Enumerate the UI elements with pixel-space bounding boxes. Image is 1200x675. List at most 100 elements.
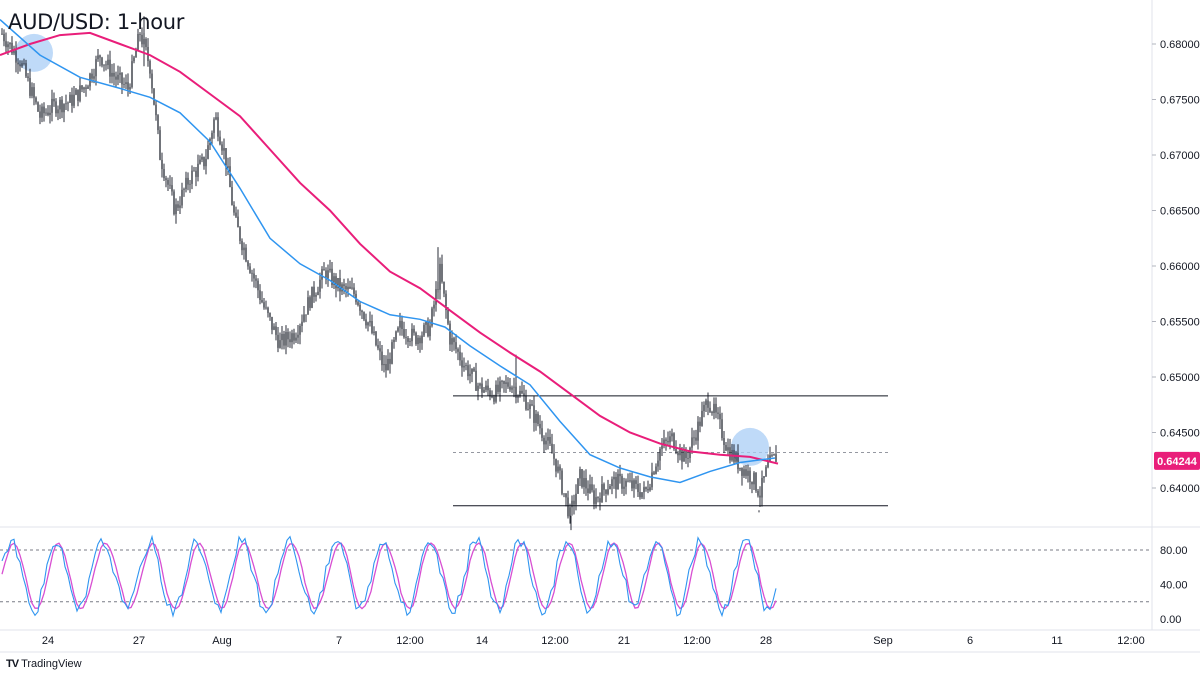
- candle-body: [385, 364, 387, 371]
- candle-body: [227, 166, 229, 168]
- candle-body: [9, 42, 11, 45]
- candle-body: [237, 216, 239, 228]
- candle-body: [255, 278, 257, 281]
- candle-body: [461, 360, 463, 368]
- candle-body: [601, 484, 603, 503]
- candle-body: [173, 191, 175, 215]
- candle-body: [357, 302, 359, 305]
- candle-body: [61, 99, 63, 113]
- candle-body: [567, 497, 569, 517]
- candle-body: [99, 55, 101, 58]
- candle-body: [653, 472, 655, 474]
- candle-body: [415, 332, 417, 345]
- candle-body: [363, 312, 365, 320]
- x-tick-label: 21: [618, 635, 630, 647]
- candle-body: [53, 98, 55, 102]
- candle-body: [757, 490, 759, 496]
- y-tick-label: 0.64000: [1160, 483, 1200, 495]
- candle-body: [305, 314, 307, 316]
- candle-body: [517, 395, 519, 398]
- candle-body: [383, 364, 385, 366]
- candle-body: [379, 348, 381, 352]
- candle-body: [41, 106, 43, 118]
- candle-body: [573, 500, 575, 505]
- candle-body: [389, 358, 391, 364]
- candle-body: [123, 84, 125, 85]
- candle-body: [257, 280, 259, 291]
- candle-body: [643, 487, 645, 493]
- candle-body: [15, 50, 17, 63]
- candle-body: [489, 390, 491, 397]
- candle-body: [95, 59, 97, 77]
- candle-body: [391, 342, 393, 364]
- candle-body: [373, 331, 375, 333]
- candle-body: [315, 294, 317, 297]
- candle-body: [251, 272, 253, 274]
- y-tick-label: 0.67500: [1160, 95, 1200, 107]
- x-tick-label: 12:00: [396, 635, 424, 647]
- candle-body: [405, 337, 407, 338]
- candle-body: [591, 484, 593, 491]
- candle-body: [193, 170, 195, 172]
- candle-body: [395, 331, 397, 340]
- candle-body: [463, 365, 465, 368]
- candle-body: [245, 247, 247, 262]
- candle-body: [229, 166, 231, 188]
- candle-body: [249, 266, 251, 273]
- candle-body: [277, 334, 279, 348]
- candle-body: [615, 476, 617, 490]
- candle-body: [631, 480, 633, 489]
- candle-body: [317, 291, 319, 295]
- stochastic-pane: 80.00 40.00 0.00: [0, 534, 1188, 626]
- candle-body: [545, 440, 547, 445]
- candle-body: [449, 323, 451, 345]
- candle-body: [5, 41, 7, 48]
- candle-body: [423, 324, 425, 336]
- candle-body: [131, 61, 133, 88]
- candle-body: [707, 400, 709, 408]
- candle-body: [179, 205, 181, 208]
- candle-body: [699, 421, 701, 426]
- candle-body: [69, 94, 71, 103]
- candle-body: [161, 159, 163, 170]
- candle-body: [753, 472, 755, 485]
- candle-body: [91, 73, 93, 79]
- x-tick-label: 11: [1051, 635, 1062, 647]
- candle-body: [477, 385, 479, 391]
- candle-body: [239, 227, 241, 241]
- x-tick-label: 12:00: [541, 635, 569, 647]
- candle-body: [523, 393, 525, 396]
- candle-body: [569, 507, 571, 517]
- candle-body: [201, 156, 203, 160]
- candle-body: [455, 342, 457, 350]
- candle-body: [289, 339, 291, 343]
- candle-body: [49, 112, 51, 115]
- slow-moving-average-line: [0, 31, 779, 465]
- candle-body: [515, 386, 517, 398]
- candle-body: [413, 328, 415, 333]
- candle-body: [599, 498, 601, 503]
- x-tick-label: 12:00: [683, 635, 711, 647]
- candle-body: [119, 72, 121, 75]
- candle-body: [243, 247, 245, 251]
- candle-body: [223, 148, 225, 151]
- candle-body: [695, 437, 697, 441]
- candle-body: [689, 447, 691, 459]
- candle-body: [81, 85, 83, 90]
- candle-body: [101, 57, 103, 66]
- candle-body: [145, 38, 147, 48]
- candle-body: [135, 50, 137, 58]
- candle-body: [351, 287, 353, 289]
- x-tick-label: 6: [967, 635, 973, 647]
- candle-body: [77, 89, 79, 101]
- candle-body: [469, 373, 471, 377]
- candle-body: [27, 76, 29, 79]
- candle-body: [637, 483, 639, 493]
- candle-body: [295, 337, 297, 341]
- candle-body: [737, 452, 739, 470]
- candle-body: [151, 73, 153, 89]
- candle-body: [549, 436, 551, 444]
- candle-body: [59, 99, 61, 110]
- candle-body: [67, 102, 69, 104]
